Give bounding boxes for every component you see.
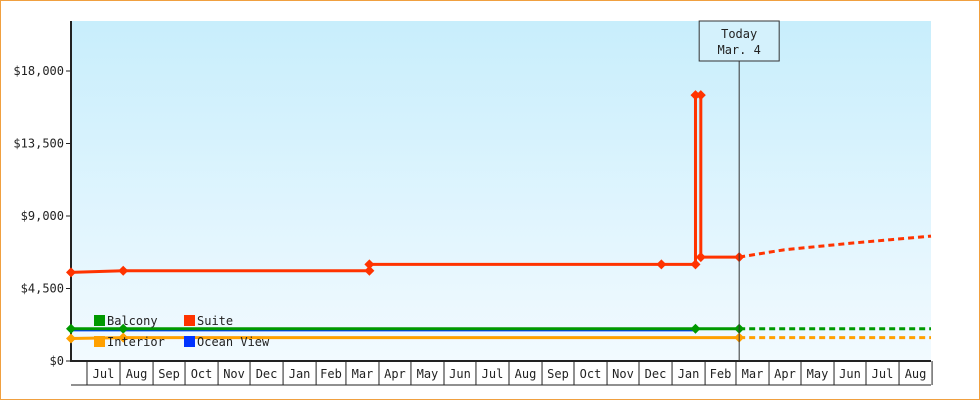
x-tick-label: Mar bbox=[742, 367, 764, 381]
x-tick-label: Sep bbox=[158, 367, 180, 381]
data-point bbox=[695, 252, 706, 263]
data-point bbox=[364, 265, 375, 276]
x-tick-label: Jun bbox=[449, 367, 471, 381]
today-box bbox=[698, 20, 780, 62]
data-point bbox=[690, 90, 701, 101]
series-line-suite bbox=[70, 93, 740, 274]
legend-swatch bbox=[94, 315, 105, 326]
x-tick-label: May bbox=[417, 367, 439, 381]
data-point bbox=[66, 267, 76, 278]
series-line-interior bbox=[70, 336, 740, 340]
x-tick-label: Sep bbox=[547, 367, 569, 381]
x-tick-label: Oct bbox=[580, 367, 602, 381]
x-tick-label: Nov bbox=[223, 367, 245, 381]
y-tick-label: $4,500 bbox=[21, 282, 64, 296]
x-tick-label: Aug bbox=[905, 367, 927, 381]
x-tick-label: Jul bbox=[482, 367, 504, 381]
x-tick-label: Oct bbox=[191, 367, 213, 381]
plot-area bbox=[71, 21, 931, 361]
data-point bbox=[118, 332, 129, 343]
legend-label: Balcony bbox=[107, 314, 158, 328]
x-tick-label: Jan bbox=[289, 367, 311, 381]
x-tick-label: Aug bbox=[515, 367, 537, 381]
today-label: Today bbox=[721, 27, 757, 41]
legend-label: Ocean View bbox=[197, 335, 270, 349]
legend-label: Interior bbox=[107, 335, 165, 349]
forecast-line bbox=[738, 234, 932, 259]
y-tick-label: $9,000 bbox=[21, 209, 64, 223]
x-tick-label: Apr bbox=[774, 367, 796, 381]
data-point bbox=[656, 259, 667, 270]
x-tick-label: Feb bbox=[710, 367, 732, 381]
x-tick-label: Jul bbox=[872, 367, 894, 381]
data-point bbox=[364, 259, 375, 270]
x-tick-label: Mar bbox=[352, 367, 374, 381]
data-point bbox=[66, 333, 76, 344]
data-point bbox=[118, 265, 129, 276]
x-tick-label: Jun bbox=[839, 367, 861, 381]
x-tick-label: Jan bbox=[678, 367, 700, 381]
x-tick-label: Dec bbox=[645, 367, 667, 381]
x-tick-label: Aug bbox=[126, 367, 148, 381]
data-point bbox=[118, 323, 129, 334]
y-tick-label: $18,000 bbox=[13, 64, 64, 78]
data-point bbox=[690, 323, 701, 334]
today-date: Mar. 4 bbox=[717, 43, 760, 57]
legend-swatch bbox=[94, 336, 105, 347]
x-tick-label: Dec bbox=[256, 367, 278, 381]
y-tick-label: $0 bbox=[50, 354, 64, 368]
y-tick-label: $13,500 bbox=[13, 137, 64, 151]
legend-swatch bbox=[184, 315, 195, 326]
data-point bbox=[66, 323, 76, 334]
legend-swatch bbox=[184, 336, 195, 347]
data-point bbox=[695, 90, 706, 101]
x-tick-label: Jul bbox=[93, 367, 115, 381]
x-tick-label: Apr bbox=[384, 367, 406, 381]
data-point bbox=[690, 259, 701, 270]
x-tick-label: Feb bbox=[320, 367, 342, 381]
x-tick-label: May bbox=[807, 367, 829, 381]
x-tick-label: Nov bbox=[612, 367, 634, 381]
legend-label: Suite bbox=[197, 314, 233, 328]
